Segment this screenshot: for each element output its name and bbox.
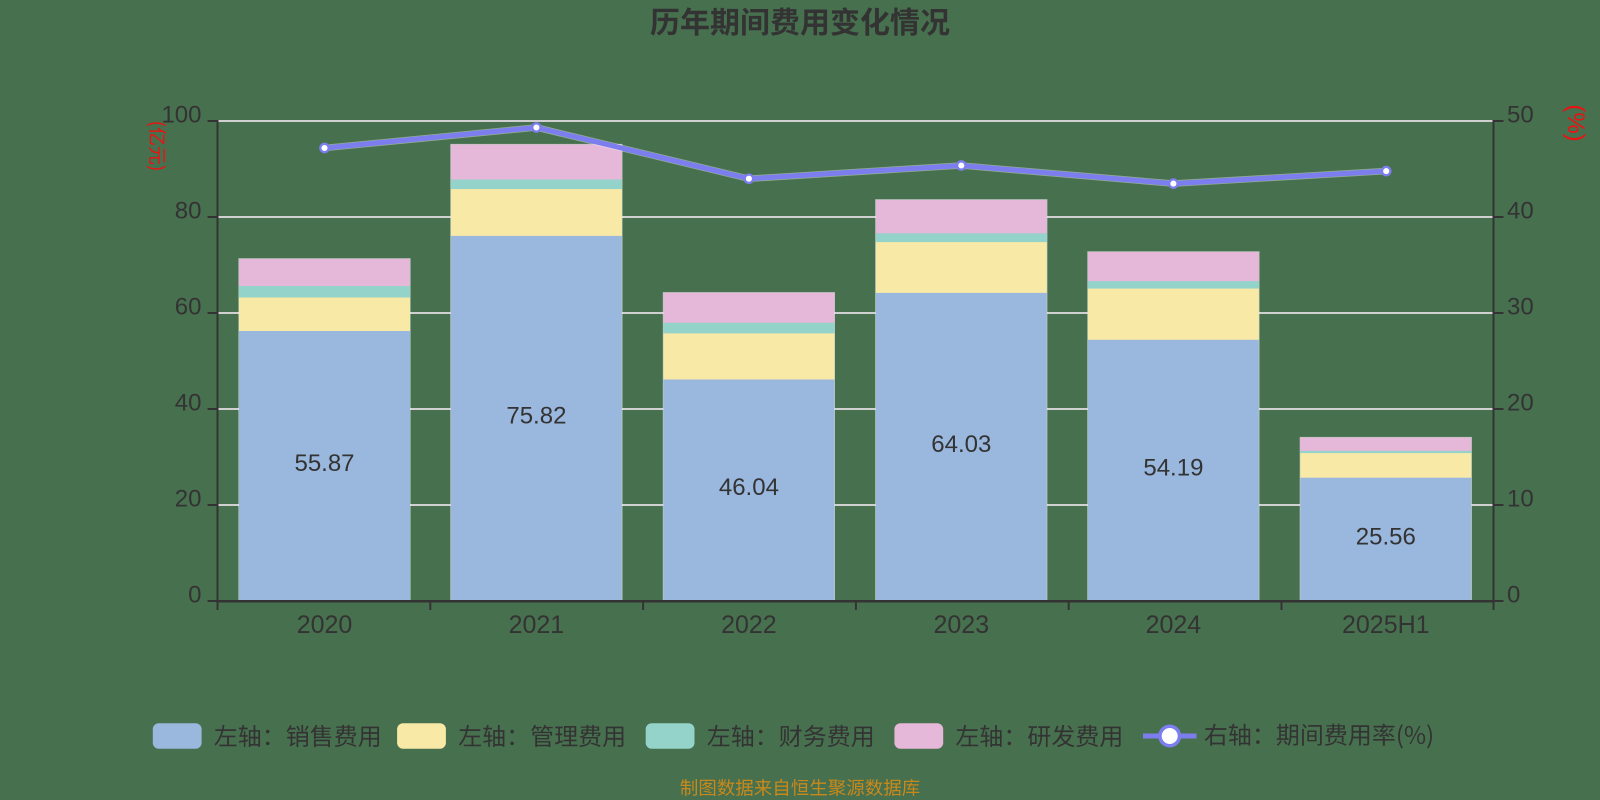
svg-text:10: 10: [1507, 486, 1534, 513]
svg-text:2023: 2023: [933, 611, 989, 639]
svg-text:46.04: 46.04: [719, 474, 779, 501]
svg-text:2021: 2021: [509, 611, 565, 639]
svg-text:20: 20: [175, 486, 202, 513]
svg-text:2024: 2024: [1146, 611, 1202, 639]
svg-text:0: 0: [188, 582, 201, 609]
svg-text:75.82: 75.82: [506, 403, 566, 430]
svg-text:40: 40: [175, 390, 202, 417]
svg-text:60: 60: [175, 294, 202, 321]
svg-text:40: 40: [1507, 198, 1534, 225]
svg-text:2025H1: 2025H1: [1342, 611, 1430, 639]
svg-text:25.56: 25.56: [1356, 523, 1416, 550]
svg-text:20: 20: [1507, 390, 1534, 417]
svg-text:80: 80: [175, 198, 202, 225]
svg-text:0: 0: [1507, 582, 1520, 609]
svg-text:2020: 2020: [297, 611, 353, 639]
svg-text:2022: 2022: [721, 611, 777, 639]
svg-text:100: 100: [161, 102, 201, 129]
svg-text:64.03: 64.03: [931, 431, 991, 458]
svg-text:(%): (%): [1562, 104, 1589, 141]
svg-text:55.87: 55.87: [294, 450, 354, 477]
svg-text:50: 50: [1507, 102, 1534, 129]
svg-text:30: 30: [1507, 294, 1534, 321]
svg-text:54.19: 54.19: [1143, 454, 1203, 481]
